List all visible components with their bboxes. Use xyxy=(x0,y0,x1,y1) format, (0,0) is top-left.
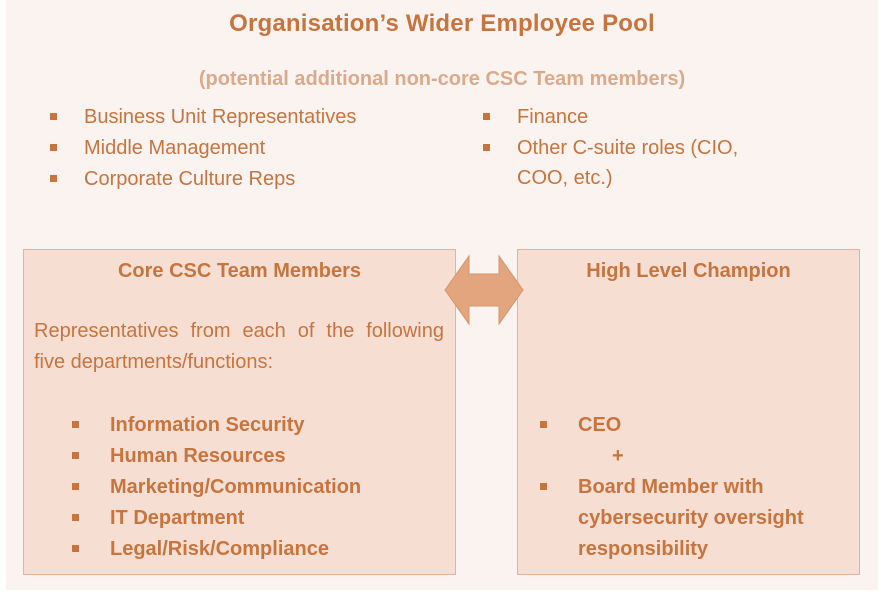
square-bullet-icon xyxy=(50,144,57,151)
list-item-label: Board Member with cybersecurity oversigh… xyxy=(578,476,804,560)
square-bullet-icon xyxy=(483,113,490,120)
list-item: Business Unit Representatives xyxy=(50,102,450,133)
list-item: Middle Management xyxy=(50,133,450,164)
pool-list-left: Business Unit Representatives Middle Man… xyxy=(50,102,450,195)
list-item-label: Marketing/Communication xyxy=(110,476,362,498)
square-bullet-icon xyxy=(72,545,79,552)
list-item: Human Resources xyxy=(72,441,442,472)
list-item-label: IT Department xyxy=(110,507,245,529)
core-team-box: Core CSC Team Members Representatives fr… xyxy=(23,249,456,575)
plus-separator: + xyxy=(540,441,856,472)
square-bullet-icon xyxy=(483,144,490,151)
list-item: Marketing/Communication xyxy=(72,472,442,503)
core-team-description: Representatives from each of the followi… xyxy=(34,320,444,373)
square-bullet-icon xyxy=(72,452,79,459)
core-team-title: Core CSC Team Members xyxy=(117,260,362,282)
list-item: Information Security xyxy=(72,410,442,441)
diagram-title: Organisation’s Wider Employee Pool xyxy=(229,10,655,37)
pool-list-right: Finance Other C-suite roles (CIO, COO, e… xyxy=(483,102,813,193)
list-item-label: Human Resources xyxy=(110,445,286,467)
list-item-label: Information Security xyxy=(110,414,305,436)
champion-list: CEO + Board Member with cybersecurity ov… xyxy=(540,410,856,565)
core-team-list: Information Security Human Resources Mar… xyxy=(72,410,442,565)
square-bullet-icon xyxy=(72,421,79,428)
list-item: CEO xyxy=(540,410,856,441)
square-bullet-icon xyxy=(72,514,79,521)
champion-title: High Level Champion xyxy=(586,260,791,282)
list-item: IT Department xyxy=(72,503,442,534)
list-item-label: Finance xyxy=(517,106,589,128)
list-item: Corporate Culture Reps xyxy=(50,164,450,195)
list-item-label: Legal/Risk/Compliance xyxy=(110,538,329,560)
double-arrow-shape xyxy=(444,254,524,326)
plus-label: + xyxy=(612,445,624,467)
champion-box: High Level Champion CEO + Board Member w… xyxy=(517,249,860,575)
list-item: Board Member with cybersecurity oversigh… xyxy=(540,472,856,565)
list-item-label: Corporate Culture Reps xyxy=(84,168,296,190)
square-bullet-icon xyxy=(540,421,547,428)
square-bullet-icon xyxy=(72,483,79,490)
list-item-label: CEO xyxy=(578,414,622,436)
double-arrow-icon xyxy=(444,254,524,326)
list-item-label: Business Unit Representatives xyxy=(84,106,357,128)
square-bullet-icon xyxy=(50,113,57,120)
list-item: Other C-suite roles (CIO, COO, etc.) xyxy=(483,133,777,193)
list-item: Legal/Risk/Compliance xyxy=(72,534,442,565)
list-item: Finance xyxy=(483,102,813,133)
list-item-label: Middle Management xyxy=(84,137,266,159)
list-item-label: Other C-suite roles (CIO, COO, etc.) xyxy=(517,137,739,189)
square-bullet-icon xyxy=(540,483,547,490)
diagram-subtitle: (potential additional non-core CSC Team … xyxy=(198,68,686,90)
square-bullet-icon xyxy=(50,175,57,182)
